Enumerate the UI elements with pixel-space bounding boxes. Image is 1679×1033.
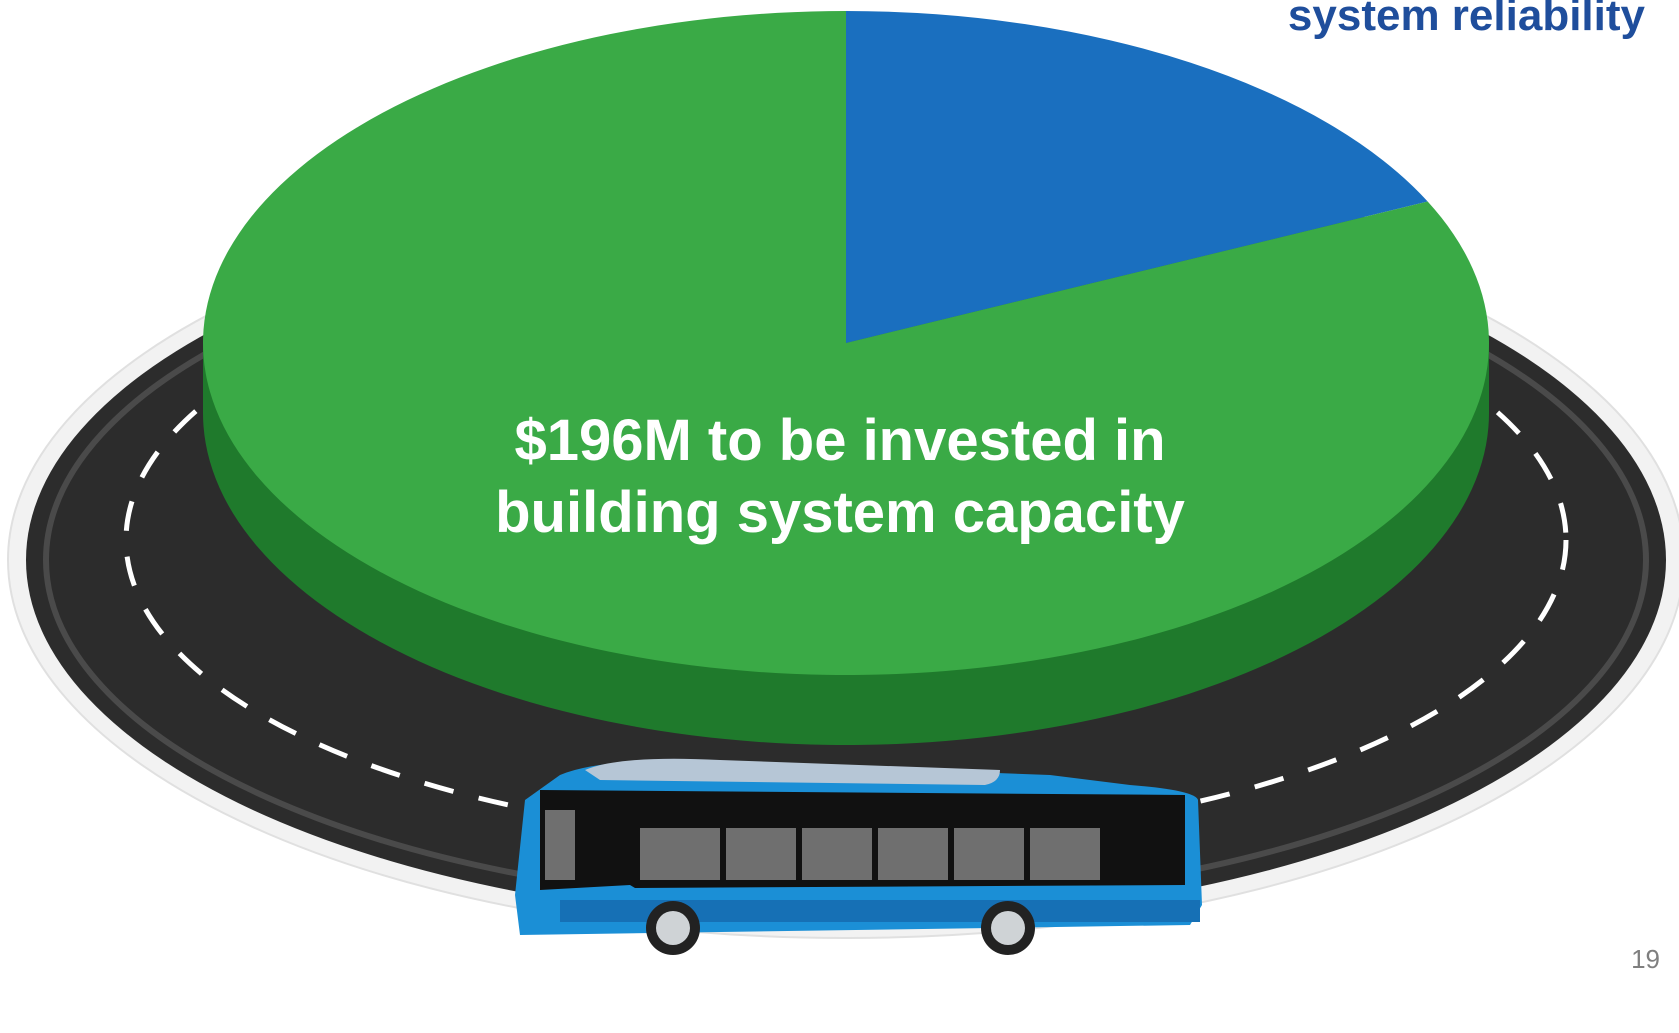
- bus: [515, 758, 1202, 955]
- page-number: 19: [1631, 944, 1660, 974]
- bus-panes: [545, 810, 1100, 880]
- hub: [991, 911, 1025, 945]
- pie-slice: [846, 11, 1428, 343]
- hub: [656, 911, 690, 945]
- slice-label: building system capacity: [495, 480, 1185, 545]
- slice-label: system reliability: [1288, 0, 1646, 40]
- scene: [7, 11, 1679, 955]
- pie-slice: [203, 11, 1490, 675]
- bus-skirt: [560, 900, 1200, 922]
- bus-roof: [585, 758, 1000, 785]
- pie: [203, 11, 1490, 746]
- lane-marking: [123, 237, 1569, 843]
- slice-label: $196M to be invested in: [514, 408, 1165, 473]
